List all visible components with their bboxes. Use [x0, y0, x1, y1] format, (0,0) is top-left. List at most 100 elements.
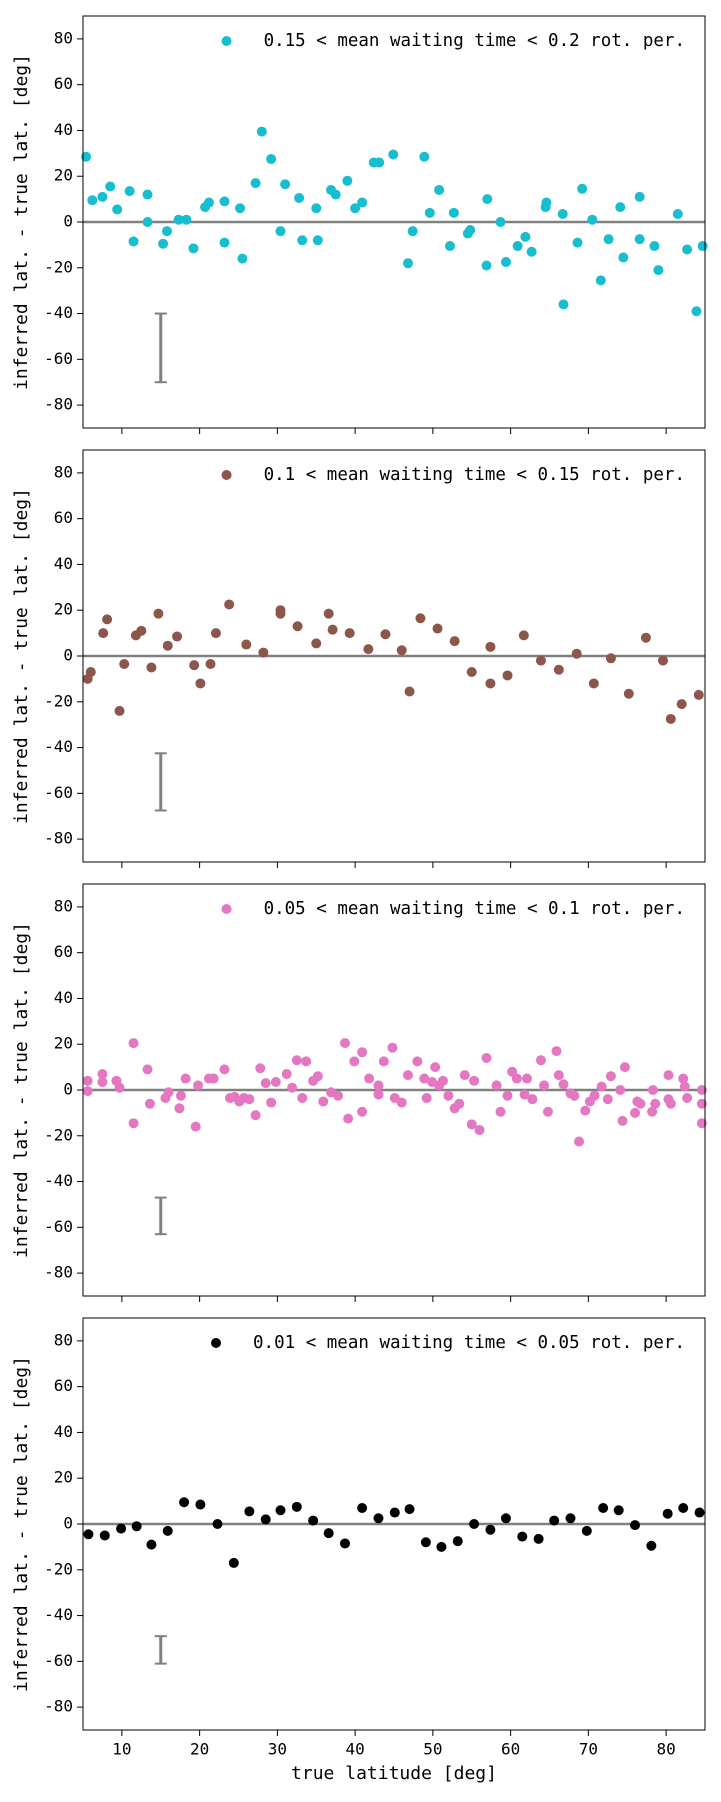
data-point	[424, 207, 435, 218]
data-point	[521, 1073, 532, 1084]
data-point	[404, 686, 415, 697]
data-point	[454, 1098, 465, 1109]
y-tick-label: -60	[44, 783, 73, 802]
data-point	[287, 1082, 298, 1093]
data-point	[676, 699, 687, 710]
data-point	[114, 1082, 125, 1093]
data-point	[481, 260, 492, 271]
y-tick-label: 80	[54, 462, 73, 481]
legend-marker	[221, 36, 232, 46]
data-point	[208, 1073, 219, 1084]
data-point	[119, 659, 130, 670]
data-point	[81, 151, 92, 162]
x-tick-label: 40	[345, 1740, 364, 1759]
x-tick-label: 80	[656, 1740, 675, 1759]
y-tick-label: -20	[44, 691, 73, 710]
data-point	[519, 1089, 530, 1100]
y-tick-label: -60	[44, 1217, 73, 1236]
data-point	[533, 1533, 544, 1544]
y-tick-label: 60	[54, 1376, 73, 1395]
data-point	[258, 647, 269, 658]
data-point	[281, 1068, 292, 1079]
data-point	[105, 181, 116, 192]
data-point	[193, 1080, 204, 1091]
data-point	[291, 1501, 302, 1512]
data-point	[693, 689, 704, 700]
y-tick-label: -60	[44, 349, 73, 368]
x-tick-label: 70	[579, 1740, 598, 1759]
data-point	[190, 1121, 201, 1132]
data-point	[697, 241, 708, 252]
data-point	[444, 241, 455, 252]
data-point	[387, 1042, 398, 1053]
data-point	[224, 599, 235, 610]
data-point	[291, 1055, 302, 1066]
data-point	[678, 1502, 689, 1513]
data-point	[432, 623, 443, 634]
data-point	[327, 624, 338, 635]
data-point	[572, 237, 583, 248]
data-point	[380, 629, 391, 640]
data-point	[437, 1075, 448, 1086]
y-tick-label: 40	[54, 554, 73, 573]
panel: -80 -60 -40 -20 0 20 40 60 80 10 20 30 40 50 60 70 80 inf…	[11, 1317, 706, 1784]
data-point	[333, 1090, 344, 1101]
data-point	[318, 1096, 329, 1107]
data-point	[82, 1075, 93, 1086]
data-point	[342, 175, 353, 186]
data-point	[580, 1105, 591, 1116]
data-point	[114, 705, 125, 716]
data-point	[615, 202, 626, 213]
y-tick-label: 80	[54, 1330, 73, 1349]
data-point	[502, 670, 513, 681]
data-point	[275, 226, 286, 237]
y-tick-label: -40	[44, 1605, 73, 1624]
data-point	[694, 1507, 705, 1518]
data-point	[469, 1075, 480, 1086]
data-point	[598, 1502, 609, 1513]
data-point	[228, 1557, 239, 1568]
data-point	[212, 1519, 223, 1529]
data-point	[459, 1070, 470, 1081]
data-point	[551, 1046, 562, 1057]
data-point	[682, 1093, 693, 1104]
data-point	[142, 189, 153, 200]
data-point	[203, 197, 214, 208]
data-point	[357, 1502, 368, 1513]
data-point	[396, 645, 407, 656]
data-point	[485, 1524, 496, 1535]
axes-frame	[82, 1317, 706, 1731]
data-point	[162, 640, 173, 651]
y-tick-label: -80	[44, 1263, 73, 1282]
data-point	[250, 178, 261, 189]
data-point	[189, 660, 200, 671]
data-point	[663, 1070, 674, 1081]
data-point	[434, 184, 445, 195]
y-tick-label: -60	[44, 1651, 73, 1670]
data-point	[691, 306, 702, 317]
data-point	[294, 192, 305, 203]
data-point	[495, 217, 506, 227]
data-point	[634, 191, 645, 202]
data-point	[443, 1090, 454, 1101]
data-point	[672, 208, 683, 219]
data-point	[696, 1118, 707, 1129]
data-point	[412, 1056, 423, 1067]
data-point	[650, 1098, 661, 1109]
data-point	[83, 1529, 94, 1540]
data-point	[343, 1113, 354, 1124]
data-point	[237, 253, 248, 264]
data-point	[678, 1073, 689, 1084]
y-tick-label: 40	[54, 988, 73, 1007]
data-point	[485, 678, 496, 689]
data-point	[374, 157, 385, 168]
data-point	[541, 197, 552, 208]
data-point	[491, 1080, 502, 1091]
data-point	[280, 179, 291, 190]
data-point	[301, 1056, 312, 1067]
data-point	[260, 1078, 271, 1089]
data-point	[696, 1085, 707, 1095]
data-point	[605, 653, 616, 664]
data-point	[415, 613, 426, 624]
data-point	[173, 214, 184, 225]
